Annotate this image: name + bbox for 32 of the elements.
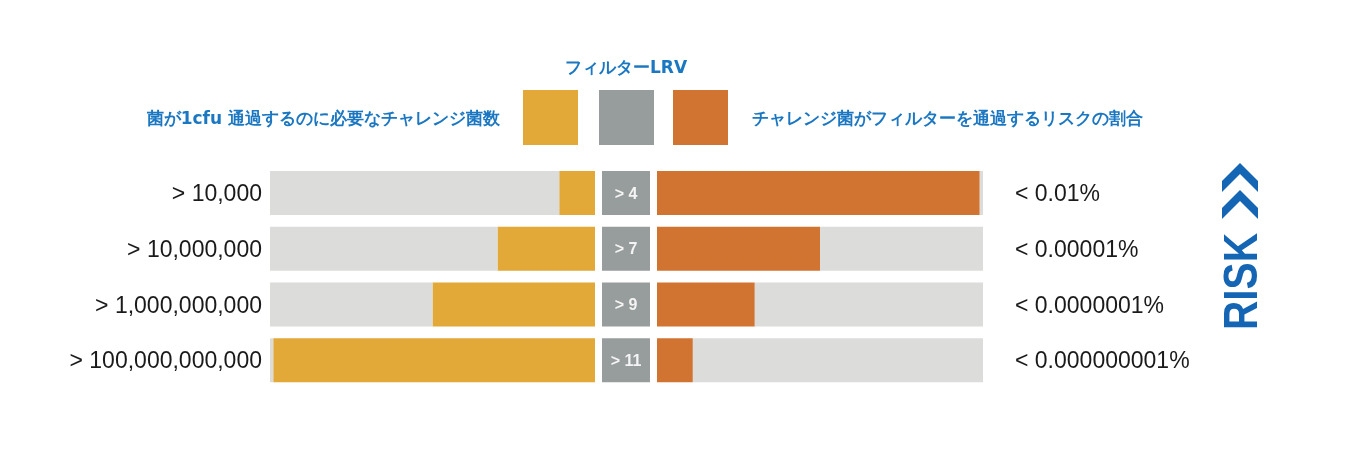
y-tick-label: > 9 <box>614 296 638 314</box>
y-tick-label: < 0.000000001% <box>1015 347 1190 374</box>
text: フィルターLRV <box>564 57 688 77</box>
bar <box>692 338 983 383</box>
bar <box>657 338 693 383</box>
bar <box>979 171 983 215</box>
y-tick-label: > 100,000,000,000 <box>69 347 262 374</box>
bar <box>657 226 820 271</box>
bar <box>820 226 983 271</box>
y-tick-label: > 10,000 <box>171 180 262 207</box>
y-tick-label: > 10,000,000 <box>127 235 262 262</box>
y-tick-label: > 11 <box>610 351 642 369</box>
bar <box>270 282 433 327</box>
y-tick-label: < 0.0000001% <box>1015 291 1164 318</box>
y-tick-label: > 7 <box>614 240 638 258</box>
bar <box>273 338 595 383</box>
y-tick-label: > 1,000,000,000 <box>95 291 262 318</box>
text: 菌が1cfu 通過するのに必要なチャレンジ菌数 <box>146 107 500 128</box>
bar <box>559 171 595 215</box>
bar <box>270 338 274 383</box>
bar <box>432 282 595 327</box>
y-tick-label: < 0.01% <box>1015 180 1101 207</box>
bar <box>754 282 983 327</box>
bar <box>497 226 595 271</box>
y-tick-label: < 0.00001% <box>1015 235 1139 262</box>
text: RISK <box>1214 215 1267 330</box>
bar <box>270 171 560 215</box>
bar <box>657 282 755 327</box>
bar <box>657 171 980 215</box>
bar <box>270 226 498 271</box>
text: チャレンジ菌がフィルターを通過するリスクの割合 <box>752 107 1143 128</box>
y-tick-label: > 4 <box>614 184 638 202</box>
